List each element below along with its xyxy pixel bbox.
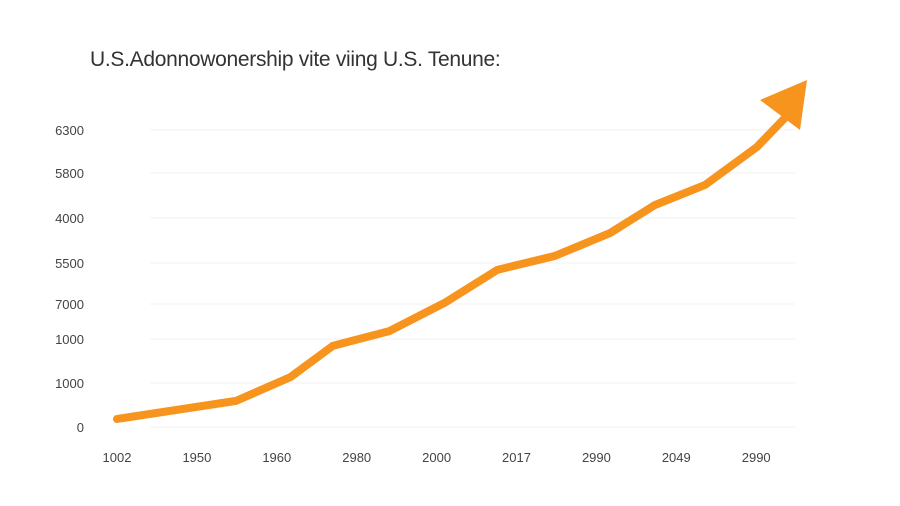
x-tick-label: 1960 xyxy=(262,450,291,465)
y-tick-label: 0 xyxy=(77,420,84,435)
x-tick-label: 2980 xyxy=(342,450,371,465)
y-tick-label: 4000 xyxy=(55,211,84,226)
chart-title: U.S.Adonnowonership vite viing U.S. Tenu… xyxy=(90,48,501,71)
x-tick-label: 1002 xyxy=(103,450,132,465)
x-tick-label: 2017 xyxy=(502,450,531,465)
y-tick-label: 5500 xyxy=(55,256,84,271)
y-tick-label: 7000 xyxy=(55,297,84,312)
x-tick-label: 2990 xyxy=(742,450,771,465)
y-tick-label: 5800 xyxy=(55,166,84,181)
x-tick-label: 2990 xyxy=(582,450,611,465)
y-tick-label: 6300 xyxy=(55,123,84,138)
arrow-head-icon xyxy=(760,80,807,130)
x-tick-label: 2000 xyxy=(422,450,451,465)
x-tick-label: 1950 xyxy=(182,450,211,465)
y-tick-label: 1000 xyxy=(55,332,84,347)
x-tick-label: 2049 xyxy=(662,450,691,465)
y-tick-label: 1000 xyxy=(55,376,84,391)
